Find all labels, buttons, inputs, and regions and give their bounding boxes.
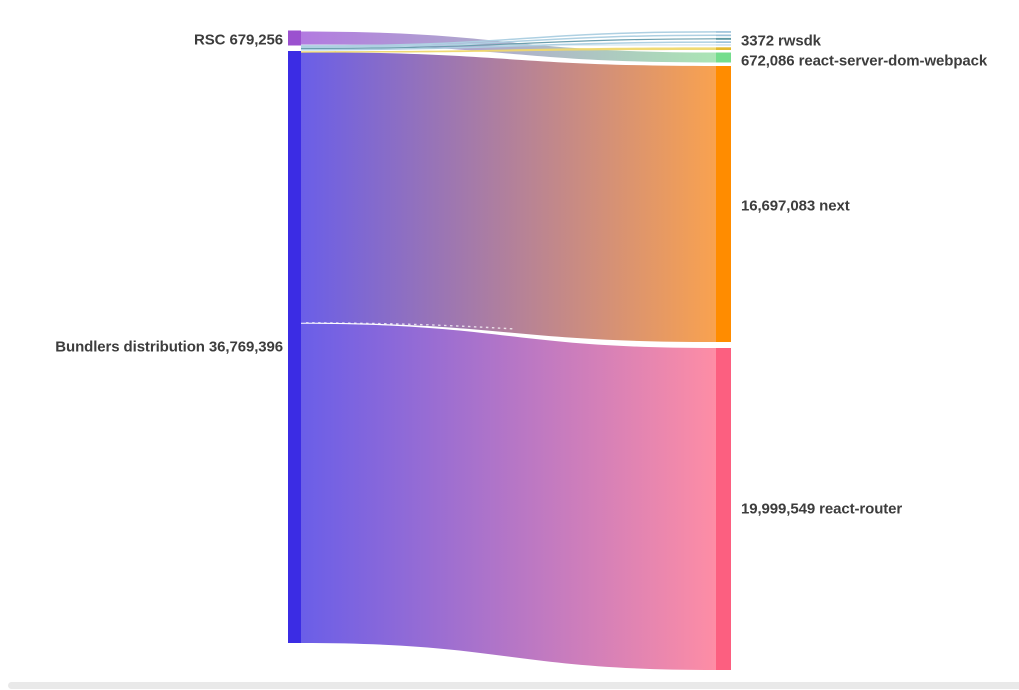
node-react-server-dom-webpack[interactable] xyxy=(716,52,731,63)
node-rwsdk-stripe[interactable] xyxy=(716,44,731,46)
node-next[interactable] xyxy=(716,66,731,342)
node-label-react-server-dom-webpack: 672,086 react-server-dom-webpack xyxy=(741,52,988,70)
thin-stream[interactable] xyxy=(300,38,717,50)
node-label-next: 16,697,083 next xyxy=(741,197,850,215)
node-rwsdk-stripe[interactable] xyxy=(716,31,731,33)
node-rwsdk-stripe[interactable] xyxy=(716,34,731,37)
node-rwsdk-stripe[interactable] xyxy=(716,37,731,40)
horizontal-scrollbar[interactable] xyxy=(8,682,1019,689)
link-bundlers-yellow-stream[interactable] xyxy=(301,47,716,53)
link-bundlers-next[interactable] xyxy=(301,52,716,342)
node-rsc[interactable] xyxy=(288,30,301,46)
thin-stream[interactable] xyxy=(300,41,717,51)
link-bundlers-react-router[interactable] xyxy=(301,323,716,670)
node-bundlers-distribution[interactable] xyxy=(288,51,301,643)
node-label-rsc: RSC 679,256 xyxy=(194,31,283,49)
link-thin-streams-rwsdk[interactable] xyxy=(300,31,717,51)
thin-stream[interactable] xyxy=(300,34,717,49)
node-react-router[interactable] xyxy=(716,348,731,670)
node-rwsdk[interactable] xyxy=(716,31,731,46)
thin-stream[interactable] xyxy=(300,31,717,47)
node-label-bundlers-distribution: Bundlers distribution 36,769,396 xyxy=(55,338,283,356)
node-yellow-small[interactable] xyxy=(716,47,731,50)
node-rwsdk-stripe[interactable] xyxy=(716,41,731,43)
node-label-rwsdk: 3372 rwsdk xyxy=(741,32,821,50)
node-label-react-router: 19,999,549 react-router xyxy=(741,500,903,518)
flow-seam-dotted xyxy=(305,322,516,330)
link-rsc-react-server-dom-webpack[interactable] xyxy=(301,31,716,63)
